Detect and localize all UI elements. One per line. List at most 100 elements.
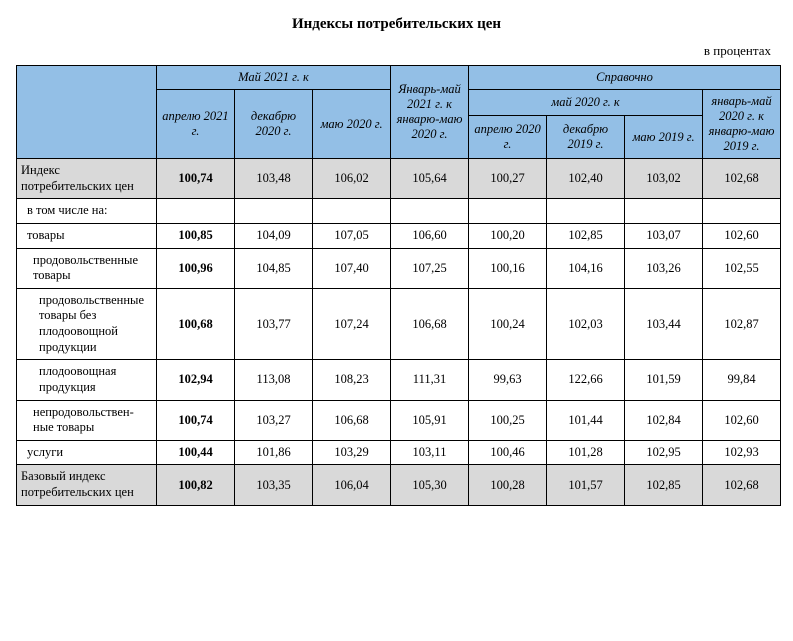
- table-header: Май 2021 г. к Январь-май 2021 г. к январ…: [17, 66, 781, 159]
- cell: 106,60: [391, 223, 469, 248]
- row-label: Базовый индекс потребительских цен: [17, 465, 157, 505]
- table-row: плодоовощная продукция102,94113,08108,23…: [17, 360, 781, 400]
- table-row: непродовольствен-ные товары100,74103,271…: [17, 400, 781, 440]
- cell: 106,04: [313, 465, 391, 505]
- cell: 108,23: [313, 360, 391, 400]
- cell: 103,35: [235, 465, 313, 505]
- row-label: товары: [17, 223, 157, 248]
- table-row: товары100,85104,09107,05106,60100,20102,…: [17, 223, 781, 248]
- row-label: услуги: [17, 440, 157, 465]
- cell: 103,26: [625, 248, 703, 288]
- cell: 105,91: [391, 400, 469, 440]
- cell: 100,24: [469, 288, 547, 360]
- header-col-apr2021: апрелю 2021 г.: [157, 90, 235, 159]
- cell: 105,30: [391, 465, 469, 505]
- cell: [391, 199, 469, 224]
- cell: [235, 199, 313, 224]
- cell: 101,57: [547, 465, 625, 505]
- cell: 101,86: [235, 440, 313, 465]
- cell: 102,68: [703, 159, 781, 199]
- cell: [547, 199, 625, 224]
- row-label: продовольственные товары без плодоовощно…: [17, 288, 157, 360]
- cell: 103,11: [391, 440, 469, 465]
- cell: [703, 199, 781, 224]
- cell: 100,85: [157, 223, 235, 248]
- cell: 102,84: [625, 400, 703, 440]
- cell: 100,46: [469, 440, 547, 465]
- row-label: плодоовощная продукция: [17, 360, 157, 400]
- cell: 100,96: [157, 248, 235, 288]
- table-row: услуги100,44101,86103,29103,11100,46101,…: [17, 440, 781, 465]
- header-col-may2020a: маю 2020 г.: [313, 90, 391, 159]
- table-body: Индекс потребительских цен100,74103,4810…: [17, 159, 781, 506]
- cpi-table: Май 2021 г. к Январь-май 2021 г. к январ…: [16, 65, 781, 506]
- cell: 100,20: [469, 223, 547, 248]
- header-group-may2021: Май 2021 г. к: [157, 66, 391, 90]
- cell: 113,08: [235, 360, 313, 400]
- cell: 102,60: [703, 400, 781, 440]
- header-col-dec2019: декабрю 2019 г.: [547, 116, 625, 159]
- row-label: в том числе на:: [17, 199, 157, 224]
- cell: [313, 199, 391, 224]
- cell: 102,03: [547, 288, 625, 360]
- table-row: в том числе на:: [17, 199, 781, 224]
- cell: 106,02: [313, 159, 391, 199]
- cell: 100,74: [157, 400, 235, 440]
- cell: 103,29: [313, 440, 391, 465]
- cell: 100,27: [469, 159, 547, 199]
- cell: 101,44: [547, 400, 625, 440]
- header-corner: [17, 66, 157, 159]
- cell: 104,16: [547, 248, 625, 288]
- cell: 111,31: [391, 360, 469, 400]
- cell: 103,07: [625, 223, 703, 248]
- cell: 100,44: [157, 440, 235, 465]
- cell: 102,68: [703, 465, 781, 505]
- cell: 103,27: [235, 400, 313, 440]
- cell: 105,64: [391, 159, 469, 199]
- row-label: Индекс потребительских цен: [17, 159, 157, 199]
- header-group-ref: Справочно: [469, 66, 781, 90]
- table-row: Базовый индекс потребительских цен100,82…: [17, 465, 781, 505]
- cell: 122,66: [547, 360, 625, 400]
- cell: 103,48: [235, 159, 313, 199]
- cell: 100,28: [469, 465, 547, 505]
- cell: 99,84: [703, 360, 781, 400]
- cell: 103,02: [625, 159, 703, 199]
- cell: [157, 199, 235, 224]
- cell: 99,63: [469, 360, 547, 400]
- header-col-dec2020: декабрю 2020 г.: [235, 90, 313, 159]
- cell: 101,59: [625, 360, 703, 400]
- cell: 106,68: [313, 400, 391, 440]
- header-group-janmay2020: январь-май 2020 г. к январю-маю 2019 г.: [703, 90, 781, 159]
- cell: 102,60: [703, 223, 781, 248]
- cell: 102,95: [625, 440, 703, 465]
- cell: 107,40: [313, 248, 391, 288]
- header-col-may2019: маю 2019 г.: [625, 116, 703, 159]
- cell: 107,25: [391, 248, 469, 288]
- table-row: продовольственные товары без плодоовощно…: [17, 288, 781, 360]
- cell: 107,05: [313, 223, 391, 248]
- header-group-janmay2021: Январь-май 2021 г. к январю-маю 2020 г.: [391, 66, 469, 159]
- cell: 100,74: [157, 159, 235, 199]
- cell: 102,87: [703, 288, 781, 360]
- page-title: Индексы потребительских цен: [16, 16, 777, 33]
- cell: 102,85: [625, 465, 703, 505]
- cell: 100,82: [157, 465, 235, 505]
- cell: 102,94: [157, 360, 235, 400]
- row-label: продовольственные товары: [17, 248, 157, 288]
- cell: 104,85: [235, 248, 313, 288]
- cell: [469, 199, 547, 224]
- cell: 107,24: [313, 288, 391, 360]
- cell: 102,93: [703, 440, 781, 465]
- cell: 102,55: [703, 248, 781, 288]
- cell: 102,40: [547, 159, 625, 199]
- header-col-apr2020: апрелю 2020 г.: [469, 116, 547, 159]
- cell: 101,28: [547, 440, 625, 465]
- row-label: непродовольствен-ные товары: [17, 400, 157, 440]
- table-row: Индекс потребительских цен100,74103,4810…: [17, 159, 781, 199]
- header-group-may2020: май 2020 г. к: [469, 90, 703, 116]
- cell: 100,16: [469, 248, 547, 288]
- unit-note: в процентах: [16, 43, 771, 59]
- cell: 106,68: [391, 288, 469, 360]
- cell: 103,77: [235, 288, 313, 360]
